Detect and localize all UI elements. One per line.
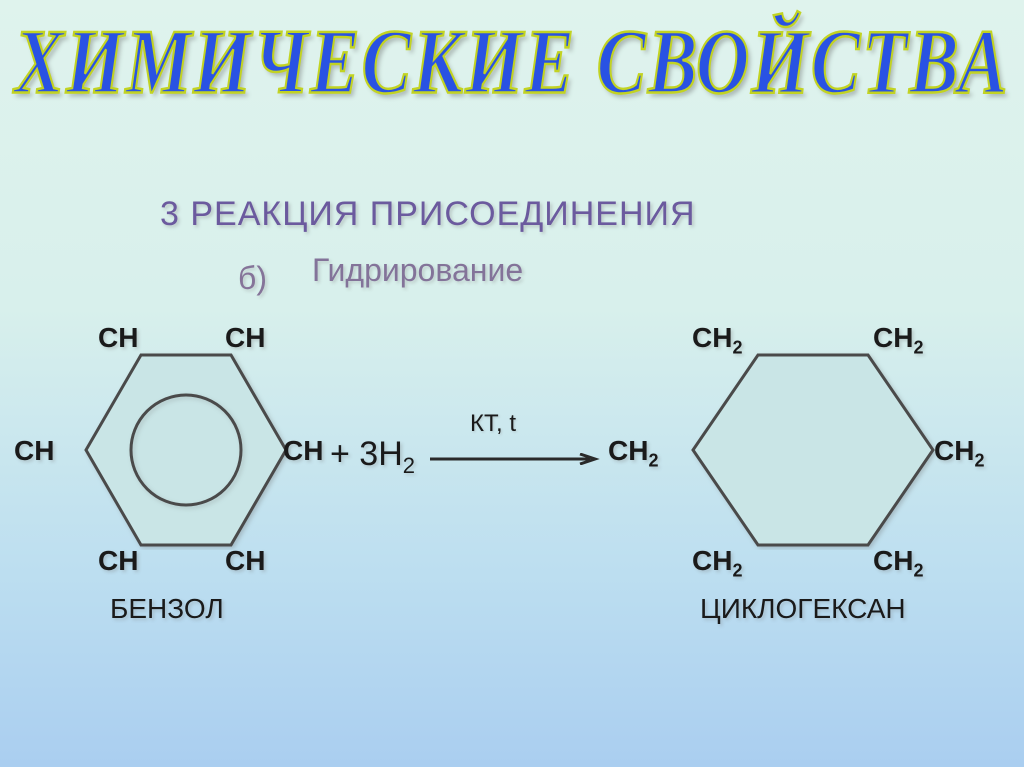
cyclohex-ch2-5: CH2: [692, 545, 742, 582]
cyclohex-ch2-6: CH2: [873, 545, 923, 582]
cyclohex-ch2-2: CH2: [873, 322, 923, 359]
product-name: ЦИКЛОГЕКСАН: [700, 593, 906, 625]
benzene-ch-2: CH: [225, 322, 265, 354]
reagent-prefix: + 3H: [330, 435, 403, 473]
sub-letter: б): [238, 260, 267, 297]
reactant-name: БЕНЗОЛ: [110, 593, 224, 625]
benzene-ch-6: CH: [225, 545, 265, 577]
benzene-ch-1: CH: [98, 322, 138, 354]
reaction-conditions: КТ, t: [470, 410, 516, 438]
cyclohex-ch2-1: CH2: [692, 322, 742, 359]
benzene-hexagon: [81, 350, 291, 550]
reaction-heading: 3 РЕАКЦИЯ ПРИСОЕДИНЕНИЯ: [160, 195, 696, 234]
page-title: ХИМИЧЕСКИЕ СВОЙСТВА: [0, 0, 1024, 116]
benzene-ch-3: CH: [14, 435, 54, 467]
benzene-ch-4: CH: [283, 435, 323, 467]
cyclohex-ch2-3: CH2: [608, 435, 658, 472]
reaction-arrow: [430, 452, 602, 464]
cyclohexane-hexagon: [688, 350, 938, 550]
reagent: + 3H2: [330, 435, 415, 479]
cyclohex-ch2-4: CH2: [934, 435, 984, 472]
benzene-ch-5: CH: [98, 545, 138, 577]
reagent-sub: 2: [403, 453, 415, 478]
reaction-kind: Гидрирование: [312, 252, 523, 289]
